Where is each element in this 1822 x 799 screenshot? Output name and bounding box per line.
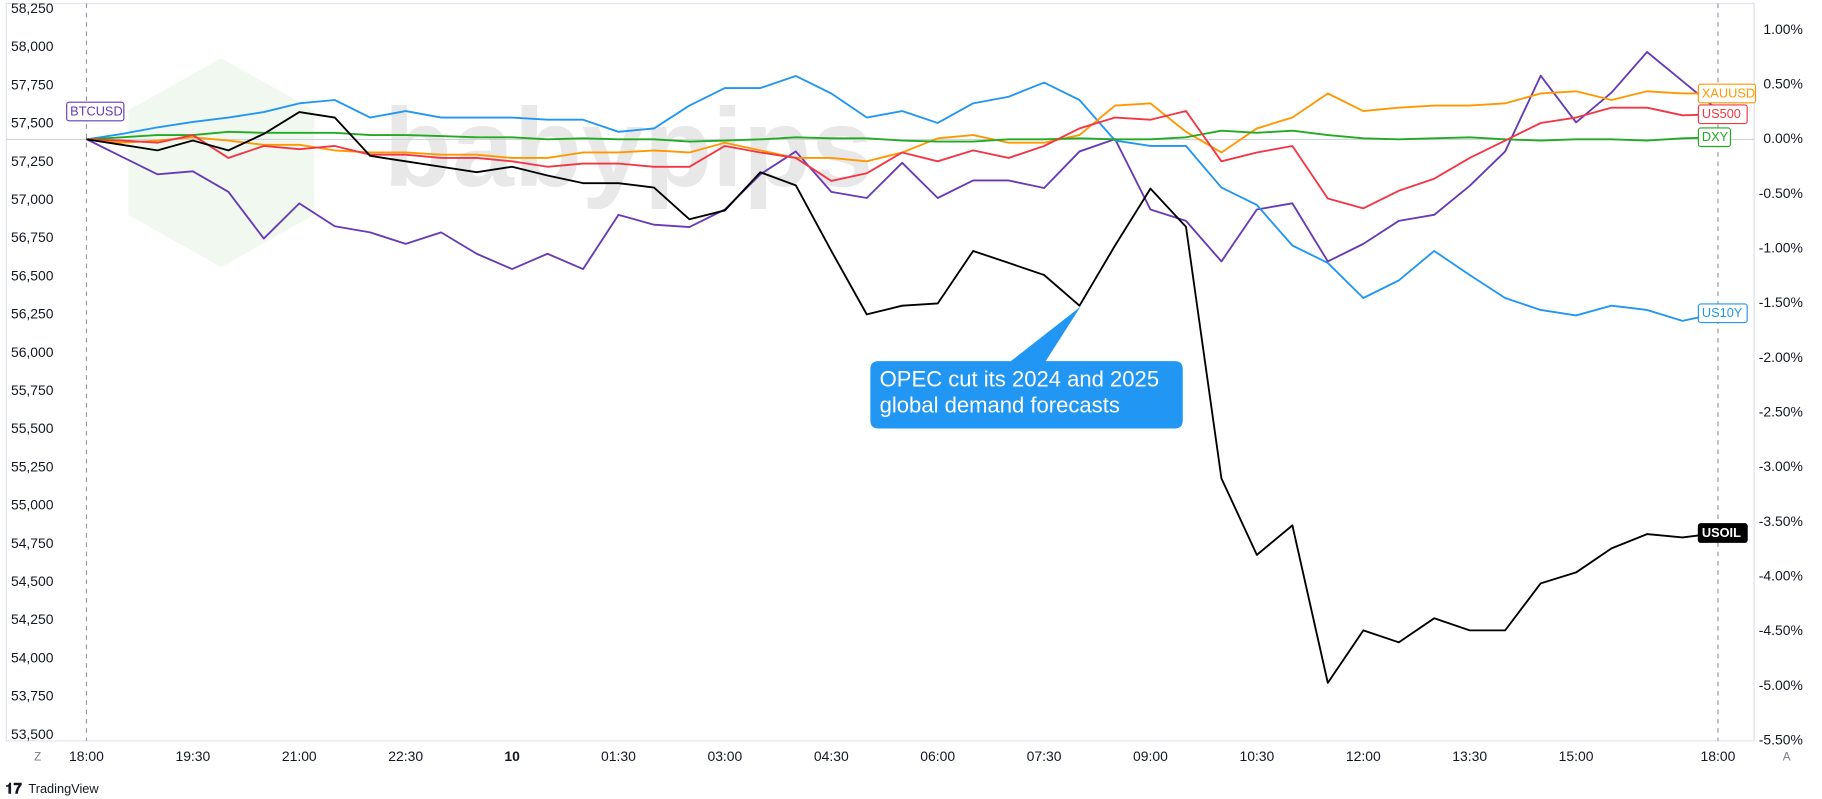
series-line bbox=[86, 106, 1718, 210]
y-tick-label: 56,250 bbox=[11, 306, 54, 322]
series-line bbox=[86, 75, 1719, 322]
y-tick-label: 58,250 bbox=[11, 0, 54, 16]
x-tick-label: 15:00 bbox=[1559, 748, 1594, 764]
legend-label: US500 bbox=[1702, 106, 1741, 121]
y-tick-label: 55,750 bbox=[11, 382, 54, 398]
y2-tick-label: -0.50% bbox=[1759, 185, 1803, 201]
watermark: babypips bbox=[384, 85, 873, 210]
y-tick-label: 55,250 bbox=[11, 458, 54, 474]
y2-tick-label: 1.00% bbox=[1763, 21, 1802, 37]
legend-tag bbox=[66, 101, 125, 122]
y2-tick-label: -5.50% bbox=[1759, 731, 1803, 747]
y-tick-label: 54,000 bbox=[11, 649, 54, 665]
y2-tick-label: -1.00% bbox=[1759, 239, 1803, 255]
y2-tick-label: 0.50% bbox=[1763, 75, 1802, 91]
y-tick-label: 58,000 bbox=[11, 38, 54, 54]
y2-tick-label: -4.00% bbox=[1759, 567, 1803, 583]
legend-label: BTCUSD bbox=[70, 103, 122, 118]
y-tick-label: 55,000 bbox=[11, 497, 54, 513]
y-tick-label: 55,500 bbox=[11, 420, 54, 436]
y-tick-label: 57,000 bbox=[11, 191, 54, 207]
y2-tick-label: -3.50% bbox=[1759, 513, 1803, 529]
x-tick-label: 18:00 bbox=[1701, 748, 1736, 764]
x-tick-label: 12:00 bbox=[1346, 748, 1381, 764]
y-tick-label: 56,750 bbox=[11, 229, 54, 245]
y-tick-label: 56,500 bbox=[11, 267, 54, 283]
legend-label: US10Y bbox=[1702, 305, 1743, 320]
legend-tag bbox=[1697, 83, 1757, 104]
legend-tag bbox=[1697, 303, 1748, 324]
y2-tick-label: -4.50% bbox=[1759, 622, 1803, 638]
x-tick-label: 19:30 bbox=[175, 748, 210, 764]
footer: TradingView bbox=[28, 781, 99, 796]
footer-logo: 𝟏𝟕 bbox=[5, 781, 22, 798]
y2-tick-label: -2.00% bbox=[1759, 349, 1803, 365]
y-tick-label: 56,000 bbox=[11, 344, 54, 360]
y2-tick-label: 0.00% bbox=[1763, 130, 1802, 146]
legend-label: XAUUSD bbox=[1702, 85, 1755, 100]
y2-tick-label: -5.00% bbox=[1759, 677, 1803, 693]
y-tick-label: 57,750 bbox=[11, 76, 54, 92]
y-tick-label: 57,500 bbox=[11, 115, 54, 131]
y-tick-label: 54,250 bbox=[11, 611, 54, 627]
x-tick-label: 03:00 bbox=[707, 748, 742, 764]
legend-tag bbox=[1697, 104, 1748, 125]
y-tick-label: 54,750 bbox=[11, 535, 54, 551]
x-tick-label: 10 bbox=[504, 748, 520, 764]
x-tick-label: 10:30 bbox=[1239, 748, 1274, 764]
y2-tick-label: -3.00% bbox=[1759, 458, 1803, 474]
y-tick-label: 54,500 bbox=[11, 573, 54, 589]
series-line bbox=[86, 111, 1719, 684]
legend-tag bbox=[1697, 127, 1732, 148]
annotation-text: OPEC cut its 2024 and 2025 bbox=[880, 367, 1159, 392]
annotation-text: global demand forecasts bbox=[880, 392, 1120, 417]
y-tick-label: 57,250 bbox=[11, 153, 54, 169]
x-tick-label: 07:30 bbox=[1027, 748, 1062, 764]
y2-tick-label: -2.50% bbox=[1759, 403, 1803, 419]
y-tick-label: 53,500 bbox=[11, 726, 54, 742]
x-tick-label: 01:30 bbox=[601, 748, 636, 764]
legend-label: DXY bbox=[1702, 129, 1729, 144]
y2-tick-label: -1.50% bbox=[1759, 294, 1803, 310]
y-tick-label: 53,750 bbox=[11, 688, 54, 704]
corner-right[interactable]: A bbox=[1783, 750, 1791, 763]
legend-label: USOIL bbox=[1702, 525, 1741, 540]
x-tick-label: 04:30 bbox=[814, 748, 849, 764]
x-tick-label: 09:00 bbox=[1133, 748, 1168, 764]
series-line bbox=[86, 129, 1718, 143]
series-line bbox=[86, 51, 1719, 271]
corner-left[interactable]: Z bbox=[34, 750, 41, 763]
legend-tag bbox=[1697, 523, 1748, 543]
x-tick-label: 06:00 bbox=[920, 748, 955, 764]
x-tick-label: 13:30 bbox=[1452, 748, 1487, 764]
annotation-callout bbox=[870, 306, 1183, 429]
x-tick-label: 22:30 bbox=[388, 748, 423, 764]
x-tick-label: 21:00 bbox=[282, 748, 317, 764]
x-tick-label: 18:00 bbox=[69, 748, 104, 764]
